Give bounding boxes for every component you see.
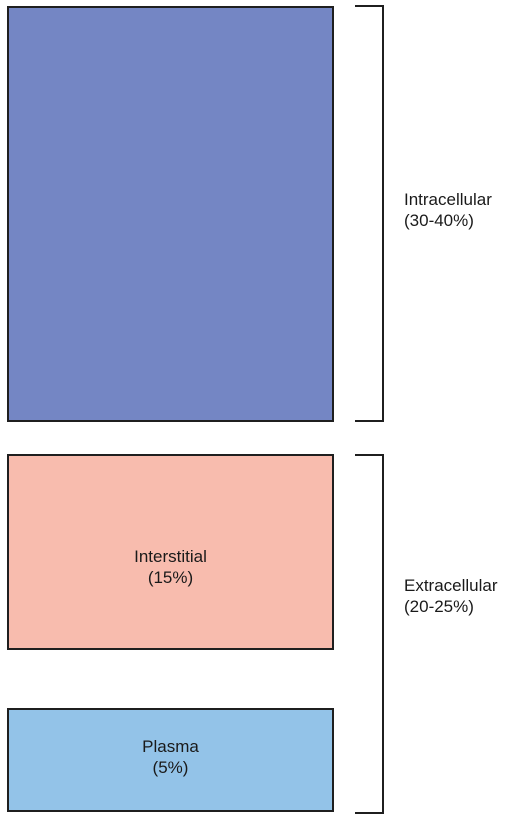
interstitial-name: Interstitial [134,547,207,566]
plasma-compartment-box: Plasma (5%) [7,708,334,812]
extracellular-label: Extracellular (20-25%) [404,575,498,617]
intracellular-compartment-box [7,6,334,422]
plasma-percent: (5%) [152,758,189,777]
plasma-label: Plasma (5%) [9,736,332,778]
interstitial-label: Interstitial (15%) [9,546,332,588]
plasma-name: Plasma [142,737,199,756]
intracellular-bracket [355,5,384,422]
extracellular-name: Extracellular [404,576,498,595]
interstitial-compartment-box: Interstitial (15%) [7,454,334,650]
intracellular-name: Intracellular [404,190,492,209]
intracellular-label: Intracellular (30-40%) [404,189,492,231]
extracellular-bracket [355,454,384,814]
intracellular-percent: (30-40%) [404,211,474,230]
interstitial-percent: (15%) [147,568,194,587]
extracellular-percent: (20-25%) [404,597,474,616]
